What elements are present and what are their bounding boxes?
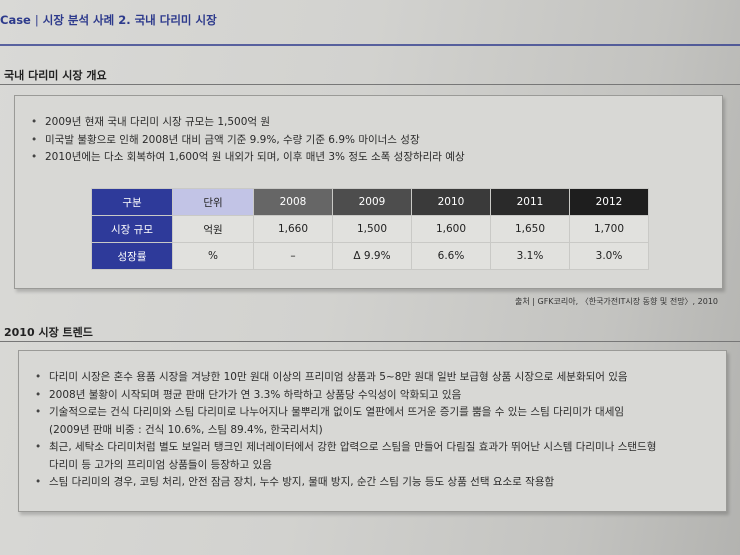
overview-bullets: 2009년 현재 국내 다리미 시장 규모는 1,500억 원 미국발 불황으로… (31, 114, 465, 167)
trend-title: 2010 시장 트렌드 (4, 326, 93, 339)
source-note: 출처 | GFK코리아, 〈한국가전IT시장 동향 및 전망〉, 2010 (515, 297, 718, 306)
table-cell: Δ 9.9% (332, 242, 412, 270)
table-cell: 1,600 (411, 215, 491, 243)
table-cell: 3.1% (490, 242, 570, 270)
trend-bullet-text: 다리미 시장은 혼수 용품 시장을 겨냥한 10만 원대 이상의 프리미엄 상품… (49, 371, 628, 383)
table-cell: 3.0% (569, 242, 649, 270)
table-row-label: 시장 규모 (91, 215, 173, 243)
table-cell: 1,700 (569, 215, 649, 243)
table-header-cell: 2008 (253, 188, 333, 216)
page-title: 시장 분석 사례 2. 국내 다리미 시장 (42, 13, 217, 27)
overview-box: 2009년 현재 국내 다리미 시장 규모는 1,500억 원 미국발 불황으로… (14, 95, 723, 289)
overview-rule (0, 84, 740, 85)
table-header-cell: 단위 (172, 188, 254, 216)
overview-bullet: 미국발 불황으로 인해 2008년 대비 금액 기준 9.9%, 수량 기준 6… (31, 132, 465, 150)
trend-bullet-text: 2008년 불황이 시작되며 평균 판매 단가가 연 3.3% 하락하고 상품당… (49, 388, 462, 401)
table-header-cell: 2010 (411, 188, 491, 216)
table-cell: 1,650 (490, 215, 570, 243)
trend-box: 다리미 시장은 혼수 용품 시장을 겨냥한 10만 원대 이상의 프리미엄 상품… (18, 350, 727, 512)
trend-bullet: 기술적으로는 건식 다리미와 스팀 다리미로 나누어지나 물뿌리개 없이도 열판… (35, 404, 656, 439)
case-label: Case (0, 13, 31, 27)
header-rule (0, 44, 740, 46)
table-header-row: 구분 단위 2008 2009 2010 2011 2012 (91, 188, 649, 216)
trend-bullet: 스팀 다리미의 경우, 코팅 처리, 안전 잠금 장치, 누수 방지, 물때 방… (35, 474, 656, 492)
table-cell: 억원 (172, 215, 254, 243)
table-header-cell: 2009 (332, 188, 412, 216)
trend-bullet-continuation: (2009년 판매 비중 : 건식 10.6%, 스팀 89.4%, 한국리서치… (49, 423, 323, 436)
table-row: 시장 규모 억원 1,660 1,500 1,600 1,650 1,700 (91, 215, 649, 243)
table-row: 성장률 % – Δ 9.9% 6.6% 3.1% 3.0% (91, 242, 649, 270)
trend-bullet-continuation: 다리미 등 고가의 프리미엄 상품들이 등장하고 있음 (49, 458, 272, 471)
table-cell: 1,660 (253, 215, 333, 243)
trend-bullet: 2008년 불황이 시작되며 평균 판매 단가가 연 3.3% 하락하고 상품당… (35, 387, 656, 405)
trend-bullets: 다리미 시장은 혼수 용품 시장을 겨냥한 10만 원대 이상의 프리미엄 상품… (35, 369, 656, 492)
overview-title: 국내 다리미 시장 개요 (4, 69, 107, 82)
trend-bullet: 최근, 세탁소 다리미처럼 별도 보일러 탱크인 제너레이터에서 강한 압력으로… (35, 439, 656, 474)
table-cell: – (253, 242, 333, 270)
table-header-cell: 구분 (91, 188, 173, 216)
trend-bullet-text: 기술적으로는 건식 다리미와 스팀 다리미로 나누어지나 물뿌리개 없이도 열판… (49, 406, 625, 418)
table-header-cell: 2011 (490, 188, 570, 216)
overview-bullet: 2009년 현재 국내 다리미 시장 규모는 1,500억 원 (31, 114, 465, 132)
trend-bullet-text: 최근, 세탁소 다리미처럼 별도 보일러 탱크인 제너레이터에서 강한 압력으로… (49, 441, 657, 453)
overview-bullet: 2010년에는 다소 회복하여 1,600억 원 내외가 되며, 이후 매년 3… (31, 149, 465, 167)
table-cell: % (172, 242, 254, 270)
table-cell: 6.6% (411, 242, 491, 270)
table-header-cell: 2012 (569, 188, 649, 216)
table-row-label: 성장률 (91, 242, 173, 270)
trend-bullet-text: 스팀 다리미의 경우, 코팅 처리, 안전 잠금 장치, 누수 방지, 물때 방… (49, 476, 555, 488)
table-cell: 1,500 (332, 215, 412, 243)
page-header: Case | 시장 분석 사례 2. 국내 다리미 시장 (0, 12, 217, 28)
header-separator: | (34, 13, 39, 27)
trend-rule (0, 341, 740, 342)
trend-bullet: 다리미 시장은 혼수 용품 시장을 겨냥한 10만 원대 이상의 프리미엄 상품… (35, 369, 656, 387)
market-table: 구분 단위 2008 2009 2010 2011 2012 시장 규모 억원 … (91, 188, 649, 270)
